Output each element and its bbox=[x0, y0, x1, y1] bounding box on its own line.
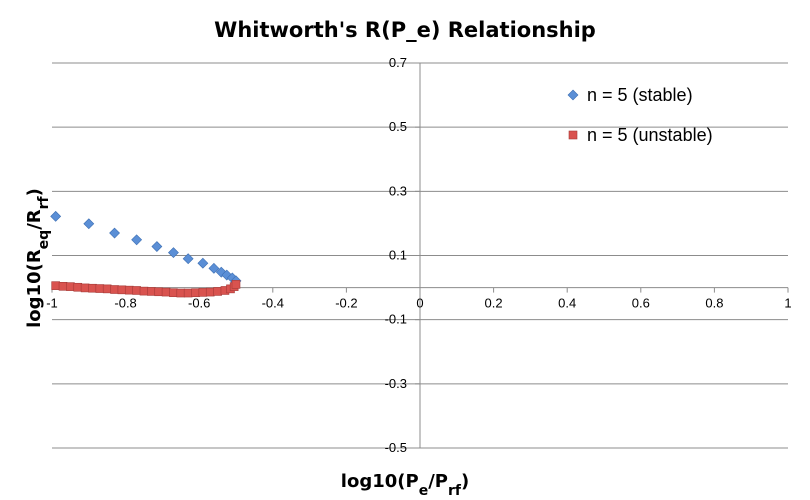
unstable-point bbox=[80, 283, 90, 293]
data-series bbox=[50, 210, 242, 298]
x-tick-label: 0.2 bbox=[485, 296, 503, 311]
stable-point bbox=[83, 218, 95, 230]
x-tick-label: 1 bbox=[784, 296, 791, 311]
unstable-point bbox=[183, 288, 193, 298]
unstable-point bbox=[205, 287, 215, 297]
unstable-point bbox=[66, 282, 75, 291]
unstable-point bbox=[51, 281, 60, 290]
y-tick-label: 0.7 bbox=[389, 55, 407, 70]
unstable-point bbox=[231, 280, 241, 289]
unstable-point bbox=[198, 288, 208, 297]
y-tick-label: -0.5 bbox=[385, 440, 407, 455]
y-tick-label: -0.1 bbox=[385, 312, 407, 327]
unstable-point bbox=[213, 287, 222, 296]
unstable-point bbox=[95, 284, 105, 293]
x-tick-label: -0.8 bbox=[114, 296, 136, 311]
y-tick-label: 0.1 bbox=[389, 248, 407, 263]
unstable-point bbox=[102, 284, 112, 294]
x-tick-label: -1 bbox=[46, 296, 58, 311]
series-square bbox=[51, 280, 241, 298]
y-tick-labels: -0.5 -0.3 -0.1 0.1 0.3 0.5 0.7 bbox=[385, 55, 407, 455]
unstable-point bbox=[132, 286, 141, 295]
unstable-point bbox=[161, 287, 171, 297]
stable-point bbox=[168, 247, 179, 259]
x-tick-label: 0.4 bbox=[558, 296, 576, 311]
x-tick-label: 0.8 bbox=[705, 296, 723, 311]
legend-marker-diamond bbox=[567, 89, 579, 101]
unstable-point bbox=[169, 288, 178, 298]
stable-point bbox=[182, 253, 194, 265]
unstable-point bbox=[154, 287, 164, 297]
x-tick-label: 0 bbox=[416, 296, 423, 311]
unstable-point bbox=[124, 285, 134, 295]
stable-point bbox=[208, 262, 220, 274]
chart-title: Whitworth's R(P_e) Relationship bbox=[214, 18, 596, 42]
stable-point bbox=[50, 210, 62, 222]
x-axis-title: log10(Pe/Prf) bbox=[341, 471, 469, 499]
y-tick-label: 0.5 bbox=[389, 119, 407, 134]
unstable-point bbox=[139, 286, 149, 296]
x-tick-labels: -1 -0.8 -0.6 -0.4 -0.2 0 0.2 0.4 0.6 0.8 1 bbox=[46, 296, 791, 311]
y-tick-label: -0.3 bbox=[385, 376, 407, 391]
x-tick-label: -0.4 bbox=[262, 296, 284, 311]
stable-point bbox=[131, 234, 143, 246]
unstable-point bbox=[176, 288, 186, 298]
series-diamond bbox=[50, 210, 242, 287]
x-tick-label: -0.6 bbox=[188, 296, 210, 311]
stable-point bbox=[197, 257, 209, 269]
unstable-point bbox=[73, 282, 83, 292]
unstable-point bbox=[117, 285, 127, 295]
unstable-point bbox=[88, 283, 97, 293]
unstable-point bbox=[191, 288, 200, 298]
x-tick-label: -0.2 bbox=[335, 296, 357, 311]
legend-marker-square bbox=[568, 130, 578, 140]
legend-label: n = 5 (unstable) bbox=[587, 125, 713, 145]
y-tick-label: 0.3 bbox=[389, 183, 407, 198]
unstable-point bbox=[58, 281, 68, 291]
stable-point bbox=[151, 241, 163, 252]
unstable-point bbox=[147, 287, 156, 296]
legend-label: n = 5 (stable) bbox=[587, 85, 693, 105]
x-tick-label: 0.6 bbox=[632, 296, 650, 311]
y-axis-title: log10(Req/Rrf) bbox=[24, 188, 52, 328]
unstable-point bbox=[110, 285, 119, 294]
stable-point bbox=[109, 227, 120, 239]
legend: n = 5 (stable) n = 5 (unstable) bbox=[567, 85, 713, 145]
